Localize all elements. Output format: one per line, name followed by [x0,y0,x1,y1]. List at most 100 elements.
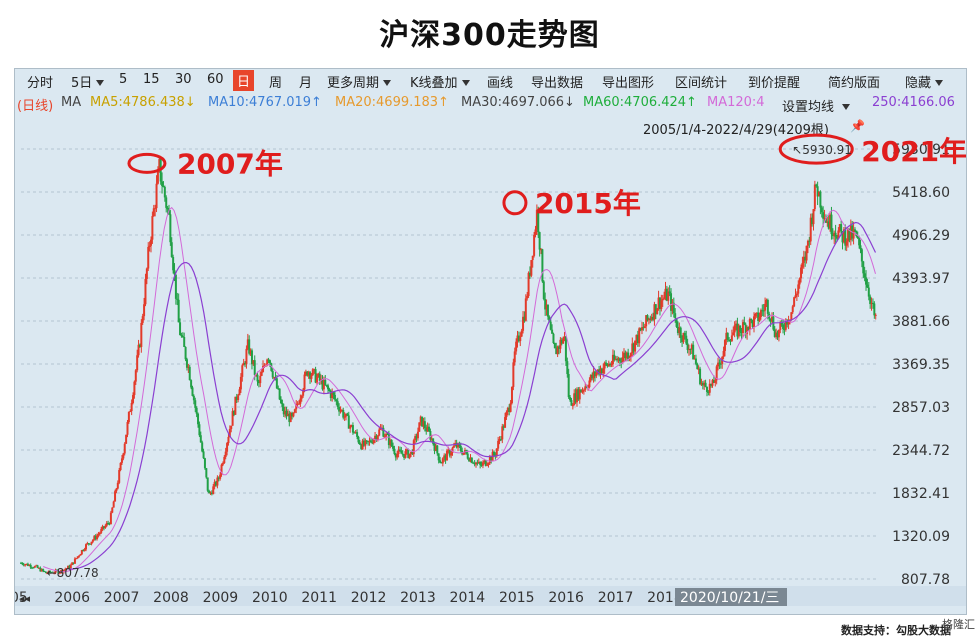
x-tick-label: 2013 [400,590,436,606]
candle-body [762,310,765,312]
candle-body [834,232,837,237]
candle-body [335,399,338,402]
candle-body [829,214,832,229]
candle-body [389,440,392,446]
candle-body [221,463,224,465]
pin-icon[interactable]: 📌 [850,119,865,133]
candle-body [172,257,175,271]
candle-body [469,457,472,462]
candle-body [96,535,99,540]
candle-body [675,318,678,327]
candle-body [360,444,363,450]
candle-body [162,186,165,188]
tab-monthly[interactable]: 月 [299,76,313,91]
more-periods-button[interactable]: 更多周期 [327,72,393,91]
candle-body [697,368,700,370]
grid [21,148,877,580]
candle-body [275,378,278,389]
x-tick-label: 2008 [153,590,189,606]
candle-body [678,327,681,334]
ma-label-ma250: 250:4166.06 [872,95,955,110]
annotation-2021-circle [778,133,854,165]
candle-body [703,382,706,386]
candle-body [570,400,573,406]
x-tick-label: 2015 [499,590,535,606]
tab-5min[interactable]: 5 [119,72,128,87]
candle-body [210,492,213,495]
kline-overlay-button[interactable]: K线叠加 [410,72,472,91]
candle-body [133,381,136,396]
hide-button[interactable]: 隐藏 [905,72,945,91]
candle-body [154,208,157,210]
crosshair-date-box [675,588,787,606]
candle-body [281,403,284,407]
candle-body [530,260,533,276]
export-data-button[interactable]: 导出数据 [531,76,584,91]
candle-body [105,522,108,526]
y-tick-label: 807.78 [901,572,950,588]
candle-body [488,456,491,464]
candle-body [736,323,739,337]
candle-body [755,312,758,314]
tab-weekly[interactable]: 周 [269,76,283,91]
tab-daily[interactable]: 日 [233,70,255,91]
candle-body [94,536,97,540]
candle-body [130,402,133,412]
tab-60min[interactable]: 60 [207,72,224,87]
candle-body [369,440,372,443]
candle-body [476,462,479,464]
candle-body [132,395,135,403]
candle-body [68,565,71,569]
ma-legend-row: (日线) MA MA5:4786.438↓ MA10:4767.019↑ MA2… [15,93,966,113]
kline-chart[interactable]: 807.78 1320.09 1832.41 2344.72 2857.03 3369.3… [15,69,966,614]
candle-body [353,432,356,434]
simple-layout-button[interactable]: 简约版面 [828,76,881,91]
candle-body [676,326,679,334]
candle-body [183,337,186,347]
candle-body [371,442,374,444]
x-tick-label: 2010 [252,590,288,606]
candle-body [235,396,238,400]
draw-line-button[interactable]: 画线 [487,76,514,91]
candle-body [805,245,808,261]
candle-body [364,440,367,446]
candle-body [338,406,341,412]
range-stats-button[interactable]: 区间统计 [675,76,728,91]
chevron-down-icon [461,80,470,86]
export-chart-button[interactable]: 导出图形 [602,76,655,91]
price-alert-button[interactable]: 到价提醒 [748,76,801,91]
candle-body [751,320,754,328]
candle-body [508,407,511,412]
candle-body [107,522,110,524]
candle-body [813,184,816,210]
tab-15min[interactable]: 15 [143,72,160,87]
tab-timeshare[interactable]: 分时 [27,76,54,91]
candle-body [647,318,650,321]
y-tick-label: 5418.60 [892,185,950,201]
candle-body [152,208,155,217]
annotation-2021-label: 2021年 [861,135,966,168]
candle-body [447,450,450,452]
candle-body [596,369,599,373]
candle-body [510,386,513,404]
candle-body [169,214,172,243]
candle-body [498,439,501,441]
candle-body [589,374,592,381]
candle-body [722,350,725,357]
date-range-label: 2005/1/4-2022/4/29(4209根) [643,119,829,138]
candle-body [31,567,34,569]
candle-body [855,230,858,236]
candle-body [358,442,361,445]
candle-body [708,383,711,393]
candle-body [97,534,100,536]
ma-settings-button[interactable]: 设置均线 [777,96,856,113]
tab-5day[interactable]: 5日 [71,72,106,91]
candle-body [252,360,255,365]
candle-body [480,464,483,466]
candle-body [780,322,783,325]
candle-body [212,486,215,495]
tab-30min[interactable]: 30 [175,72,192,87]
candle-body [387,434,390,446]
candle-body [67,565,70,569]
candle-body [280,399,283,404]
